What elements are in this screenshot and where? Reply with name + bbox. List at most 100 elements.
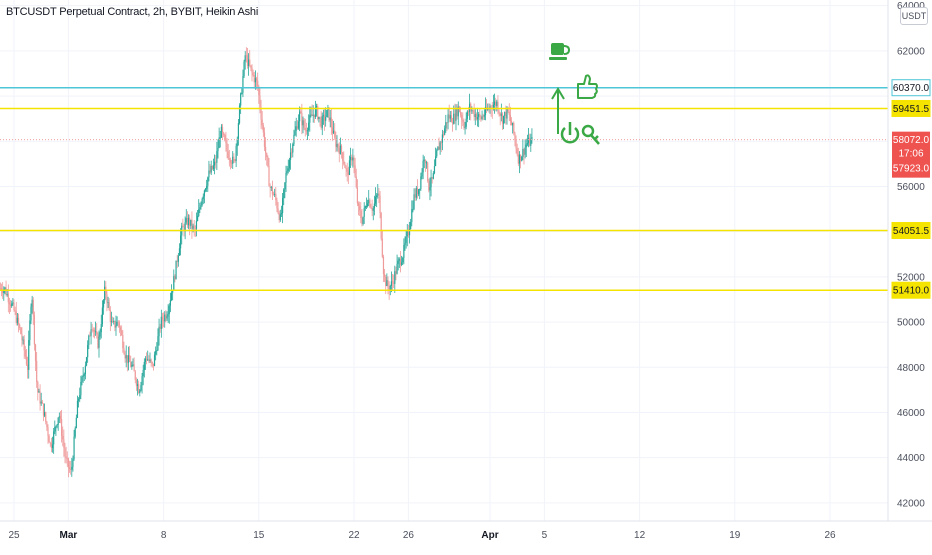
candle-body (277, 208, 279, 213)
candle-body (20, 327, 22, 334)
candle-body (454, 113, 456, 121)
candle-body (124, 353, 126, 359)
candle-body (207, 177, 209, 186)
candle-body (487, 108, 489, 111)
candle-body (479, 113, 481, 117)
candle-body (296, 126, 298, 129)
candle-body (455, 108, 457, 121)
candle-body (462, 119, 464, 122)
candle-body (160, 316, 162, 329)
candle-body (236, 138, 238, 147)
candle-body (351, 157, 353, 161)
candle-body (393, 282, 395, 284)
candle-body (406, 231, 408, 237)
candle-body (480, 116, 482, 120)
candle-body (350, 157, 352, 161)
annotations (549, 43, 600, 145)
candle-body (421, 172, 423, 177)
candle-body (444, 128, 446, 135)
candle-body (22, 339, 24, 341)
candle-body (25, 356, 28, 365)
candle-body (33, 315, 35, 345)
currency-button[interactable]: USDT (900, 7, 928, 25)
date-tick-label: 5 (542, 530, 548, 541)
candle-body (412, 208, 414, 210)
candle-body (165, 314, 167, 319)
candle-body (149, 359, 151, 361)
candle-body (326, 110, 328, 117)
candle-body (238, 105, 241, 124)
price-tick-label: 56000 (897, 182, 925, 193)
candle-body (209, 170, 211, 173)
candle-body (241, 92, 243, 94)
candle-body (246, 55, 249, 66)
candle-body (197, 216, 199, 221)
candle-body (96, 331, 98, 335)
candle-body (268, 166, 270, 187)
candle-body (37, 381, 39, 393)
candle-body (524, 147, 526, 155)
candle-body (83, 374, 85, 377)
candle-body (200, 205, 202, 208)
candle-body (29, 320, 31, 341)
candle-body (386, 280, 388, 287)
time-axis[interactable]: 25 Mar 8 15 22 26 Apr 5 12 19 26 (0, 520, 932, 541)
candle-body (189, 217, 191, 226)
candle-body (398, 259, 400, 261)
candle-body (49, 442, 51, 444)
candle-body (258, 86, 260, 96)
candle-body (257, 80, 259, 87)
candle-body (317, 106, 319, 120)
candle-body (450, 115, 453, 123)
candle-body (506, 107, 508, 119)
candle-body (235, 146, 237, 162)
candle-body (125, 355, 127, 359)
candle-body (347, 171, 349, 175)
candle-body (31, 299, 33, 307)
candle-body (68, 467, 71, 469)
candle-body (325, 116, 327, 121)
candle-body (175, 260, 177, 280)
candle-body (2, 291, 4, 293)
date-tick-label: 19 (729, 530, 741, 541)
candle-body (216, 151, 218, 163)
candle-body (367, 203, 369, 207)
candle-body (202, 196, 204, 200)
candle-body (481, 116, 483, 120)
price-axis[interactable]: 42000 44000 46000 48000 50000 52000 56000 62000… (887, 0, 925, 521)
candle-body (490, 106, 492, 108)
candle-body (217, 148, 219, 152)
candle-body (384, 274, 386, 277)
candle-body (422, 160, 424, 173)
candle-body (225, 140, 227, 144)
candle-body (227, 151, 229, 159)
candle-body (255, 78, 258, 81)
candle-body (150, 359, 152, 363)
candle-body (34, 344, 37, 361)
candle-body (314, 107, 317, 118)
candle-body (91, 329, 93, 331)
candle-body (58, 416, 60, 418)
candle-body (513, 122, 515, 134)
candle-body (174, 276, 176, 280)
candle-body (42, 403, 45, 416)
candle-body (396, 263, 398, 274)
candle-body (330, 117, 332, 128)
candle-body (36, 360, 38, 382)
candle-body (55, 426, 57, 428)
candle-body (243, 61, 245, 77)
date-tick-label: 26 (403, 530, 415, 541)
candle-body (153, 354, 156, 366)
countdown-label: 17:06 (898, 149, 923, 160)
candle-body (17, 317, 20, 325)
candle-body (84, 365, 86, 375)
candle-body (449, 115, 451, 119)
candle-body (163, 320, 165, 322)
candle-body (369, 199, 371, 207)
candle-body (101, 307, 103, 325)
candle-body (93, 329, 96, 332)
candle-body (414, 194, 416, 198)
low-price-label: 57923.0 (893, 164, 930, 175)
